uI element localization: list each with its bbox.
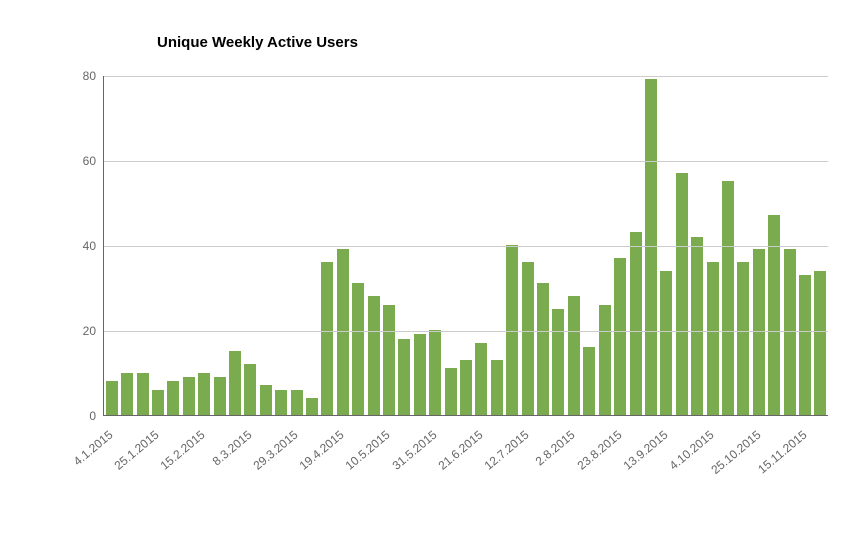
bar: [784, 249, 796, 415]
bar: [321, 262, 333, 415]
y-tick-label: 40: [68, 239, 96, 253]
x-tick-label: 15.2.2015: [158, 428, 208, 473]
bar: [707, 262, 719, 415]
bar: [337, 249, 349, 415]
bar: [398, 339, 410, 416]
bar: [244, 364, 256, 415]
bar: [660, 271, 672, 416]
bar: [198, 373, 210, 416]
bar: [275, 390, 287, 416]
bar: [368, 296, 380, 415]
x-tick-label: 12.7.2015: [482, 428, 532, 473]
bar: [106, 381, 118, 415]
bar: [121, 373, 133, 416]
x-tick-label: 10.5.2015: [343, 428, 393, 473]
bar: [645, 79, 657, 415]
x-tick-label: 31.5.2015: [389, 428, 439, 473]
bar: [491, 360, 503, 415]
bar: [691, 237, 703, 416]
bar: [445, 368, 457, 415]
bar: [214, 377, 226, 415]
y-tick-label: 0: [68, 409, 96, 423]
bar: [799, 275, 811, 415]
x-tick-label: 23.8.2015: [574, 428, 624, 473]
y-tick-label: 60: [68, 154, 96, 168]
bar: [429, 330, 441, 415]
gridline: [104, 76, 828, 77]
x-tick-label: 4.1.2015: [70, 428, 115, 469]
bar: [183, 377, 195, 415]
bar: [522, 262, 534, 415]
y-tick-label: 80: [68, 69, 96, 83]
bar: [383, 305, 395, 416]
bar: [753, 249, 765, 415]
x-tick-label: 29.3.2015: [250, 428, 300, 473]
bar: [506, 245, 518, 415]
bar: [552, 309, 564, 415]
bar: [630, 232, 642, 415]
chart-title: Unique Weekly Active Users: [157, 34, 358, 51]
bar: [583, 347, 595, 415]
y-tick-label: 20: [68, 324, 96, 338]
bar: [152, 390, 164, 416]
bar: [599, 305, 611, 416]
gridline: [104, 246, 828, 247]
bar: [291, 390, 303, 416]
x-tick-label: 2.8.2015: [533, 428, 578, 469]
bar: [475, 343, 487, 415]
bar: [737, 262, 749, 415]
bar: [676, 173, 688, 415]
bar: [460, 360, 472, 415]
x-tick-label: 21.6.2015: [436, 428, 486, 473]
bar: [814, 271, 826, 416]
bar: [229, 351, 241, 415]
x-tick-label: 19.4.2015: [297, 428, 347, 473]
bar: [568, 296, 580, 415]
chart-container: Unique Weekly Active Users 4.1.201525.1.…: [0, 0, 866, 535]
bar: [167, 381, 179, 415]
x-tick-label: 8.3.2015: [209, 428, 254, 469]
bar: [414, 334, 426, 415]
x-tick-label: 15.11.2015: [755, 428, 809, 477]
x-tick-label: 25.1.2015: [112, 428, 162, 473]
bar: [352, 283, 364, 415]
gridline: [104, 161, 828, 162]
x-tick-label: 25.10.2015: [708, 428, 763, 477]
bar: [537, 283, 549, 415]
bar: [614, 258, 626, 415]
plot-area: [103, 76, 828, 416]
bar: [722, 181, 734, 415]
bar: [306, 398, 318, 415]
bar: [260, 385, 272, 415]
bar: [137, 373, 149, 416]
x-tick-label: 13.9.2015: [621, 428, 671, 473]
gridline: [104, 331, 828, 332]
